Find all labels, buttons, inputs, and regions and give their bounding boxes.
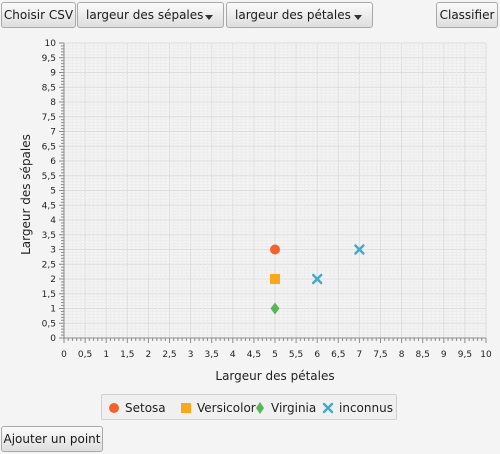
x-tick-label: 9 [441,350,447,360]
data-point-inconnus [312,273,323,285]
x-tick-label: 1,5 [120,350,134,360]
data-point-versicolor [270,274,280,284]
x-tick-label: 6 [314,350,320,360]
x-tick-label: 0,5 [78,350,92,360]
x-axis-select[interactable]: largeur des sépales [77,2,224,28]
x-axis-select-value: largeur des sépales [86,8,204,22]
square-icon [181,403,191,413]
data-points [270,244,365,315]
x-axis-label: Largeur des pétales [215,369,334,383]
chevron-down-icon [205,15,213,20]
x-tick-label: 5 [272,350,278,360]
legend-label: Virginia [271,401,317,415]
chart-legend: Setosa Versicolor Virginia inconnus [101,394,397,420]
x-tick-label: 9,5 [458,350,472,360]
diamond-icon [256,402,264,414]
grid-lines [63,42,487,339]
y-tick-label: 8,5 [42,83,56,93]
legend-item-inconnus: inconnus [322,395,393,421]
chevron-down-icon [354,15,362,20]
legend-item-versicolor: Versicolor [180,395,256,421]
x-tick-label: 6,5 [331,350,345,360]
y-tick-label: 10 [45,39,57,49]
choose-csv-button[interactable]: Choisir CSV [1,2,76,28]
x-tick-label: 4,5 [247,350,261,360]
y-tick-label: 5,5 [42,172,56,182]
x-tick-label: 4 [230,350,236,360]
axes [59,42,487,343]
x-tick-label: 5,5 [289,350,303,360]
x-tick-label: 7,5 [373,350,387,360]
x-tick-label: 3 [188,350,194,360]
legend-label: Versicolor [197,401,256,415]
data-point-virginia [270,302,280,315]
y-axis-select[interactable]: largeur des pétales [226,2,373,28]
y-tick-label: 4,5 [42,201,56,211]
y-axis-ticks: 0 0,5 1 1,5 2 2,5 3 3,5 4 4,5 5 5,5 6 6,5 7 7,5 8 8,5 9 9,5… [42,39,57,344]
y-tick-label: 8 [50,98,56,108]
y-tick-label: 3 [50,246,56,256]
y-tick-label: 6,5 [42,142,56,152]
y-axis-label: Largeur des sépales [19,134,33,255]
legend-label: Setosa [125,401,166,415]
x-tick-label: 3,5 [205,350,219,360]
cross-icon [322,402,334,414]
y-tick-label: 4 [50,216,56,226]
x-tick-label: 2 [146,350,152,360]
scatter-chart: 0 0,5 1 1,5 2 2,5 3 3,5 4 4,5 5 5,5 6 6,5 7 7,5 8 8,5 9 9,5… [19,39,492,383]
y-axis-select-value: largeur des pétales [235,8,351,22]
legend-item-setosa: Setosa [108,395,166,421]
y-tick-label: 5 [50,187,56,197]
legend-label: inconnus [339,401,393,415]
classify-button[interactable]: Classifier [436,2,498,28]
y-tick-label: 7 [50,128,56,138]
x-tick-label: 1 [103,350,109,360]
y-tick-label: 7,5 [42,113,56,123]
y-tick-label: 6 [50,157,56,167]
x-tick-label: 8,5 [416,350,430,360]
legend-item-virginia: Virginia [254,395,316,421]
data-point-inconnus [354,244,365,255]
y-tick-label: 9,5 [42,54,56,64]
x-tick-label: 7 [357,350,363,360]
x-tick-label: 2,5 [162,350,176,360]
y-tick-label: 1,5 [42,290,56,300]
x-tick-label: 10 [480,350,492,360]
y-tick-label: 0 [50,334,56,344]
circle-icon [109,403,119,413]
data-point-setosa [270,244,280,255]
x-axis-ticks: 0 0,5 1 1,5 2 2,5 3 3,5 4 4,5 5 5,5 6 6,5 7 7,5 8 8,5 9 9,5… [61,350,492,360]
y-tick-label: 1 [50,305,56,315]
y-tick-label: 0,5 [42,319,56,329]
x-tick-label: 8 [399,350,405,360]
y-tick-label: 3,5 [42,231,56,241]
add-point-button[interactable]: Ajouter un point [1,426,103,452]
y-tick-label: 2,5 [42,260,56,270]
x-tick-label: 0 [61,350,67,360]
y-tick-label: 9 [50,69,56,79]
y-tick-label: 2 [50,275,56,285]
